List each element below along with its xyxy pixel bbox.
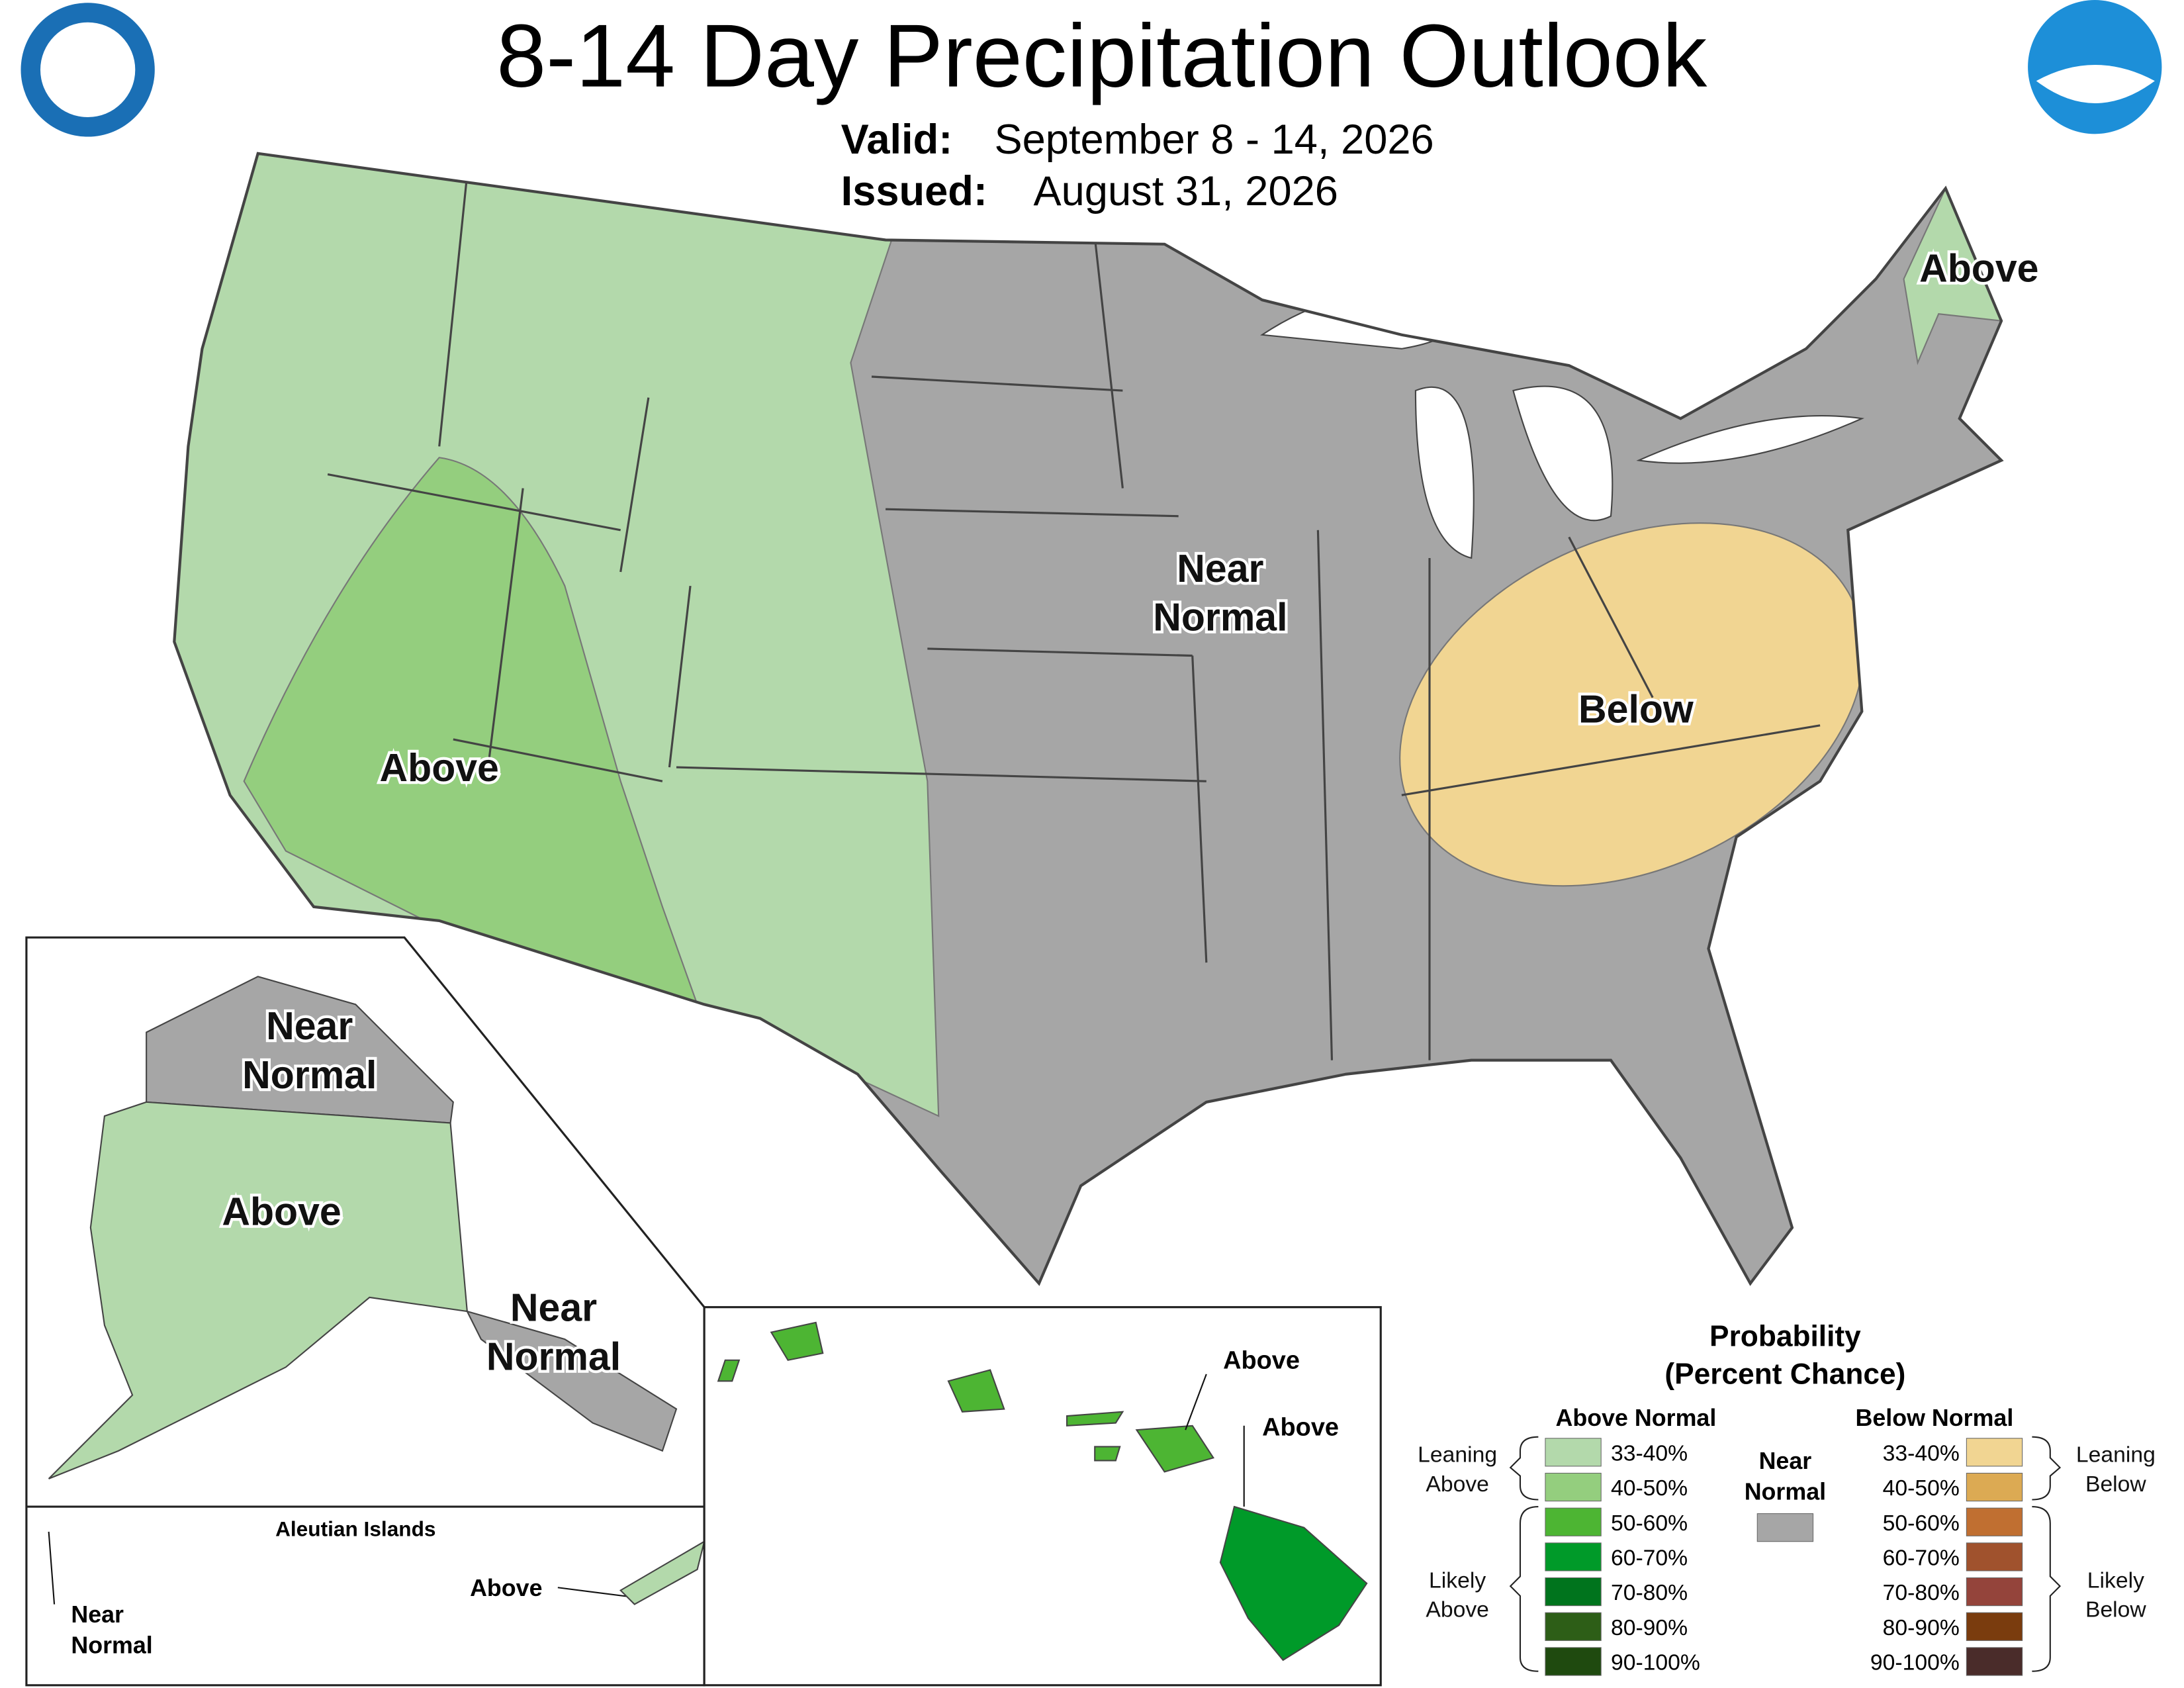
legend-label: 80-90% — [1611, 1615, 1688, 1640]
map-label: Above — [1223, 1346, 1300, 1374]
legend: Probability (Percent Chance) Above Normal… — [1418, 1321, 2156, 1676]
bracket-label: Likely Below — [2085, 1568, 2146, 1622]
legend-label: 80-90% — [1883, 1615, 1960, 1640]
map-label: Above — [380, 746, 499, 790]
bracket-label: Leaning Above — [1418, 1442, 1497, 1497]
bracket-label: Likely Above — [1426, 1568, 1489, 1622]
legend-label: 50-60% — [1611, 1511, 1688, 1536]
aleutian-title: Aleutian Islands — [275, 1517, 435, 1540]
legend-swatch — [1966, 1612, 2023, 1641]
legend-label: 60-70% — [1883, 1546, 1960, 1571]
legend-swatch — [1545, 1438, 1602, 1467]
legend-label: 70-80% — [1611, 1580, 1688, 1605]
valid-label: Valid: — [841, 117, 953, 163]
title: 8-14 Day Precipitation Outlook — [496, 6, 1707, 106]
legend-swatch — [1545, 1612, 1602, 1641]
legend-title: Probability (Percent Chance) — [1664, 1321, 1905, 1391]
legend-swatch — [1545, 1577, 1602, 1607]
legend-label: 40-50% — [1883, 1476, 1960, 1501]
legend-swatch — [1966, 1647, 2023, 1676]
map-label: Near Normal — [486, 1286, 621, 1379]
map-label: Near Normal — [71, 1601, 152, 1658]
map-label: Above — [1262, 1414, 1339, 1442]
legend-label: 60-70% — [1611, 1546, 1688, 1571]
map-label: Above — [470, 1575, 542, 1601]
legend-swatch — [1545, 1542, 1602, 1571]
map-label: Above — [1919, 247, 2038, 291]
legend-header: Below Normal — [1855, 1405, 2013, 1431]
legend-swatch — [1966, 1577, 2023, 1607]
legend-near: Near Normal — [1745, 1448, 1826, 1505]
legend-swatch — [1966, 1507, 2023, 1536]
legend-label: 33-40% — [1611, 1440, 1688, 1466]
bracket-label: Leaning Below — [2076, 1442, 2156, 1497]
legend-label: 70-80% — [1883, 1580, 1960, 1605]
legend-label: 50-60% — [1883, 1511, 1960, 1536]
valid-date: September 8 - 14, 2026 — [994, 117, 1433, 163]
legend-label: 90-100% — [1870, 1650, 1960, 1675]
legend-header: Above Normal — [1556, 1405, 1717, 1431]
map-label: Near Normal — [1153, 547, 1287, 639]
legend-swatch — [1545, 1507, 1602, 1536]
map-label: Above — [222, 1190, 341, 1233]
issued-label: Issued: — [841, 168, 987, 214]
map-label: Below — [1578, 688, 1694, 731]
legend-swatch — [1545, 1647, 1602, 1676]
legend-swatch — [1756, 1513, 1814, 1542]
legend-label: 90-100% — [1611, 1650, 1700, 1675]
issued-date: August 31, 2026 — [1033, 168, 1338, 214]
legend-label: 40-50% — [1611, 1476, 1688, 1501]
legend-swatch — [1966, 1472, 2023, 1502]
legend-swatch — [1966, 1542, 2023, 1571]
legend-swatch — [1545, 1472, 1602, 1502]
legend-swatch — [1966, 1438, 2023, 1467]
legend-label: 33-40% — [1883, 1440, 1960, 1466]
map-label: Near Normal — [242, 1004, 377, 1097]
